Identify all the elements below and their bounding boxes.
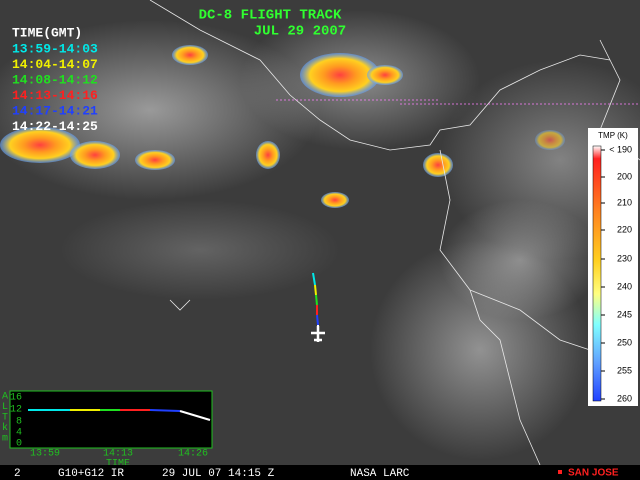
colorbar-label: 230: [617, 253, 632, 263]
y-tick-label: 0: [16, 439, 22, 450]
colorbar: TMP (K) < 190 200 210 220 230 240 245 250 255 260: [588, 128, 638, 406]
legend-title: TIME(GMT): [12, 25, 82, 40]
flight-track: [311, 272, 325, 342]
satellite: G10+G12 IR: [58, 468, 124, 480]
x-axis-label: TIME: [106, 459, 130, 470]
legend-entry: 13:59-14:03: [12, 41, 98, 56]
legend-entry: 14:04-14:07: [12, 57, 98, 72]
x-tick-label: 13:59: [30, 449, 60, 460]
station: SAN JOSE: [568, 468, 619, 479]
y-tick-label: 16: [10, 393, 22, 404]
y-axis-label: k: [2, 422, 8, 434]
x-tick-label: 14:13: [103, 449, 133, 460]
legend-entry: 14:22-14:25: [12, 119, 98, 134]
y-tick-label: 4: [16, 428, 22, 439]
colorbar-label: < 190: [609, 144, 632, 154]
y-axis-label: A: [2, 392, 8, 403]
colorbar-label: 210: [617, 197, 632, 207]
colorbar-title: TMP (K): [598, 131, 628, 140]
legend: TIME(GMT) 13:59-14:0314:04-14:0714:08-14…: [12, 25, 98, 134]
colorbar-label: 220: [617, 224, 632, 234]
imagery: [0, 0, 640, 465]
x-tick-label: 14:26: [178, 449, 208, 460]
y-axis-label: L: [2, 402, 8, 413]
title: DC-8 FLIGHT TRACK: [199, 8, 342, 24]
colorbar-label: 200: [617, 171, 632, 181]
footer: 2 G10+G12 IR 29 JUL 07 14:15 Z NASA LARC…: [0, 465, 640, 480]
legend-entry: 14:08-14:12: [12, 72, 98, 87]
colorbar-label: 250: [617, 337, 632, 347]
y-axis-label: m: [2, 434, 8, 445]
date: JUL 29 2007: [254, 24, 346, 40]
colorbar-label: 245: [617, 309, 632, 319]
legend-entry: 14:17-14:21: [12, 103, 98, 118]
y-tick-label: 12: [10, 405, 22, 416]
source: NASA LARC: [350, 468, 410, 480]
y-tick-label: 8: [16, 417, 22, 428]
timestamp: 29 JUL 07 14:15 Z: [162, 468, 275, 480]
colorbar-label: 260: [617, 393, 632, 403]
colorbar-label: 240: [617, 281, 632, 291]
colorbar-label: 255: [617, 365, 632, 375]
frame: 2: [14, 468, 21, 480]
legend-entry: 14:13-14:16: [12, 88, 98, 103]
y-axis-label: T: [2, 413, 8, 424]
